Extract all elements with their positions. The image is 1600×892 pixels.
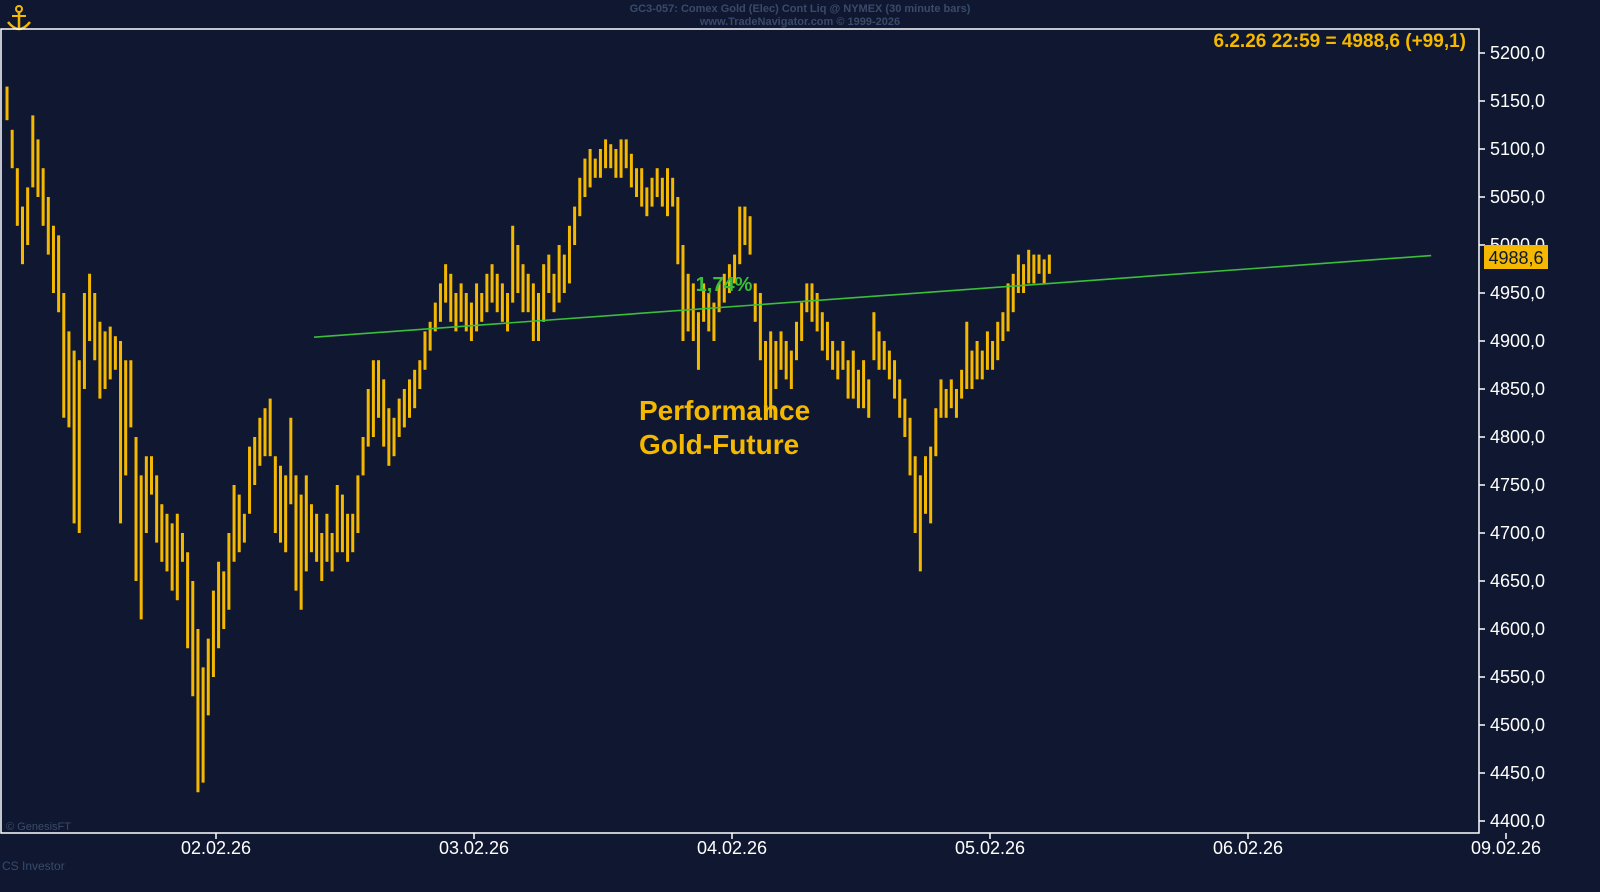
chart-title-line-1: Performance <box>639 395 810 426</box>
y-tick-label: 4700,0 <box>1490 523 1545 543</box>
ohlc-bars <box>5 86 1051 793</box>
y-tick-label: 4450,0 <box>1490 763 1545 783</box>
y-tick-label: 4550,0 <box>1490 667 1545 687</box>
y-tick-label: 4850,0 <box>1490 379 1545 399</box>
performance-trendline <box>313 254 1432 338</box>
brand-text: CS Investor <box>2 859 65 873</box>
chart-header-subtitle: www.TradeNavigator.com © 1999-2026 <box>699 16 901 28</box>
last-price-readout: 6.2.26 22:59 = 4988,6 (+99,1) <box>1214 31 1466 52</box>
y-tick-label: 4900,0 <box>1490 331 1545 351</box>
chart-header-title: GC3-057: Comex Gold (Elec) Cont Liq @ NY… <box>629 3 971 15</box>
y-tick-label: 5150,0 <box>1490 91 1545 111</box>
x-tick-label: 03.02.26 <box>439 838 509 858</box>
y-tick-label: 4400,0 <box>1490 811 1545 831</box>
x-tick-label: 06.02.26 <box>1213 838 1283 858</box>
last-value-marker: 4988,6 <box>1488 248 1543 268</box>
trendline-percent-label: 1,74% <box>696 274 753 296</box>
y-tick-label: 4750,0 <box>1490 475 1545 495</box>
last-value-marker-bg <box>1484 245 1548 269</box>
y-tick-label: 5050,0 <box>1490 187 1545 207</box>
x-tick-label: 09.02.26 <box>1471 838 1541 858</box>
y-axis: 4400,0 4450,0 4500,0 4550,0 4600,0 4650,0 4700… <box>1479 43 1545 831</box>
y-tick-label: 4500,0 <box>1490 715 1545 735</box>
y-tick-label: 4950,0 <box>1490 283 1545 303</box>
plot-frame <box>0 28 1480 834</box>
y-tick-label: 5100,0 <box>1490 139 1545 159</box>
y-tick-label: 4800,0 <box>1490 427 1545 447</box>
chart-title-line-2: Gold-Future <box>639 429 799 460</box>
watermark-text: © GenesisFT <box>6 821 71 833</box>
x-tick-label: 04.02.26 <box>697 838 767 858</box>
x-axis: 02.02.26 03.02.26 04.02.26 05.02.26 06.02.26… <box>181 833 1541 858</box>
x-tick-label: 02.02.26 <box>181 838 251 858</box>
y-tick-label: 5200,0 <box>1490 43 1545 63</box>
x-tick-label: 05.02.26 <box>955 838 1025 858</box>
y-tick-label: 4600,0 <box>1490 619 1545 639</box>
y-tick-label: 4650,0 <box>1490 571 1545 591</box>
